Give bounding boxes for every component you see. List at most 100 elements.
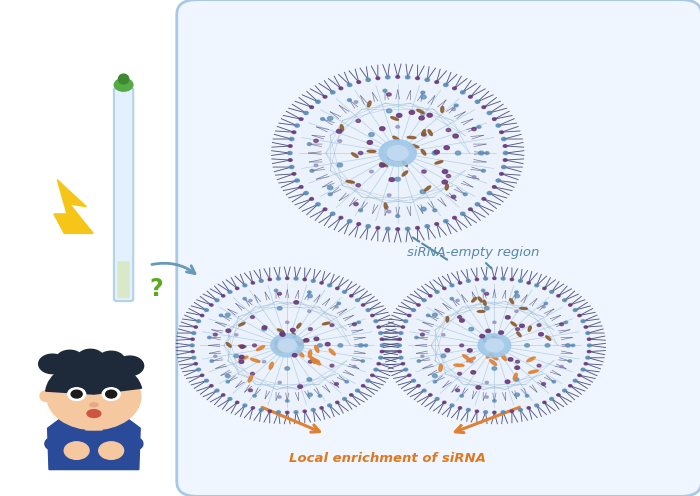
Circle shape (320, 407, 323, 409)
Circle shape (366, 309, 370, 311)
Circle shape (356, 184, 360, 187)
Ellipse shape (293, 332, 296, 338)
Circle shape (447, 128, 451, 131)
Circle shape (309, 328, 312, 330)
Circle shape (420, 190, 426, 193)
Circle shape (276, 277, 281, 280)
Circle shape (445, 349, 450, 352)
Circle shape (433, 374, 438, 377)
Circle shape (544, 302, 547, 305)
Circle shape (330, 212, 335, 215)
Circle shape (475, 100, 480, 103)
Circle shape (310, 197, 314, 200)
Circle shape (503, 145, 507, 147)
Ellipse shape (528, 326, 531, 331)
Ellipse shape (226, 343, 231, 347)
Circle shape (442, 401, 446, 404)
Circle shape (76, 349, 104, 369)
Circle shape (398, 338, 401, 340)
Ellipse shape (308, 350, 312, 357)
Circle shape (416, 77, 419, 79)
Circle shape (469, 327, 474, 331)
Circle shape (496, 179, 500, 182)
Circle shape (248, 299, 252, 302)
Circle shape (487, 112, 491, 115)
Circle shape (412, 309, 416, 311)
Circle shape (421, 113, 425, 116)
Ellipse shape (402, 161, 407, 166)
Circle shape (262, 326, 267, 329)
Ellipse shape (396, 156, 400, 162)
Circle shape (461, 91, 465, 94)
Ellipse shape (329, 349, 335, 355)
Circle shape (215, 389, 219, 392)
Circle shape (367, 140, 372, 144)
Circle shape (477, 125, 481, 128)
Ellipse shape (446, 316, 449, 322)
FancyBboxPatch shape (118, 261, 130, 298)
Circle shape (68, 388, 85, 400)
Circle shape (290, 328, 295, 332)
Circle shape (450, 298, 454, 300)
Ellipse shape (384, 203, 387, 209)
Ellipse shape (368, 101, 371, 107)
Circle shape (354, 101, 358, 103)
Circle shape (307, 295, 312, 298)
Ellipse shape (310, 358, 319, 362)
Ellipse shape (527, 357, 536, 362)
Ellipse shape (87, 410, 101, 418)
Circle shape (191, 338, 194, 340)
Circle shape (460, 344, 463, 347)
Ellipse shape (90, 403, 98, 407)
Circle shape (527, 407, 531, 409)
Circle shape (253, 395, 256, 397)
Circle shape (328, 117, 332, 121)
Circle shape (349, 394, 353, 396)
Circle shape (501, 411, 505, 414)
Circle shape (573, 309, 577, 311)
Circle shape (320, 282, 323, 284)
Circle shape (502, 137, 506, 140)
Circle shape (71, 390, 82, 398)
Circle shape (396, 125, 400, 128)
Circle shape (484, 411, 488, 414)
Circle shape (542, 382, 545, 385)
Circle shape (434, 150, 440, 154)
Circle shape (542, 306, 545, 308)
Circle shape (503, 159, 507, 161)
Circle shape (428, 295, 432, 297)
Circle shape (292, 131, 296, 133)
Circle shape (97, 351, 125, 371)
Ellipse shape (463, 355, 470, 360)
Circle shape (262, 361, 266, 363)
Circle shape (476, 386, 481, 389)
Circle shape (545, 344, 550, 347)
Circle shape (354, 202, 358, 206)
Circle shape (542, 287, 546, 290)
Circle shape (422, 133, 426, 136)
Circle shape (399, 356, 403, 359)
Circle shape (493, 411, 496, 414)
Circle shape (387, 210, 391, 213)
Circle shape (210, 384, 213, 387)
Circle shape (328, 186, 332, 189)
Circle shape (339, 216, 343, 219)
Circle shape (286, 411, 289, 414)
Circle shape (417, 384, 420, 387)
Ellipse shape (421, 149, 426, 155)
Circle shape (578, 374, 581, 376)
Circle shape (197, 320, 201, 322)
Ellipse shape (411, 144, 419, 148)
Circle shape (433, 209, 437, 212)
Circle shape (442, 180, 447, 184)
Circle shape (463, 193, 467, 196)
Circle shape (300, 118, 303, 121)
Circle shape (468, 96, 472, 98)
Circle shape (366, 225, 370, 228)
Circle shape (64, 442, 89, 459)
Circle shape (240, 345, 245, 348)
Circle shape (280, 333, 285, 336)
Circle shape (361, 304, 365, 306)
Circle shape (560, 323, 564, 326)
Circle shape (505, 315, 510, 319)
